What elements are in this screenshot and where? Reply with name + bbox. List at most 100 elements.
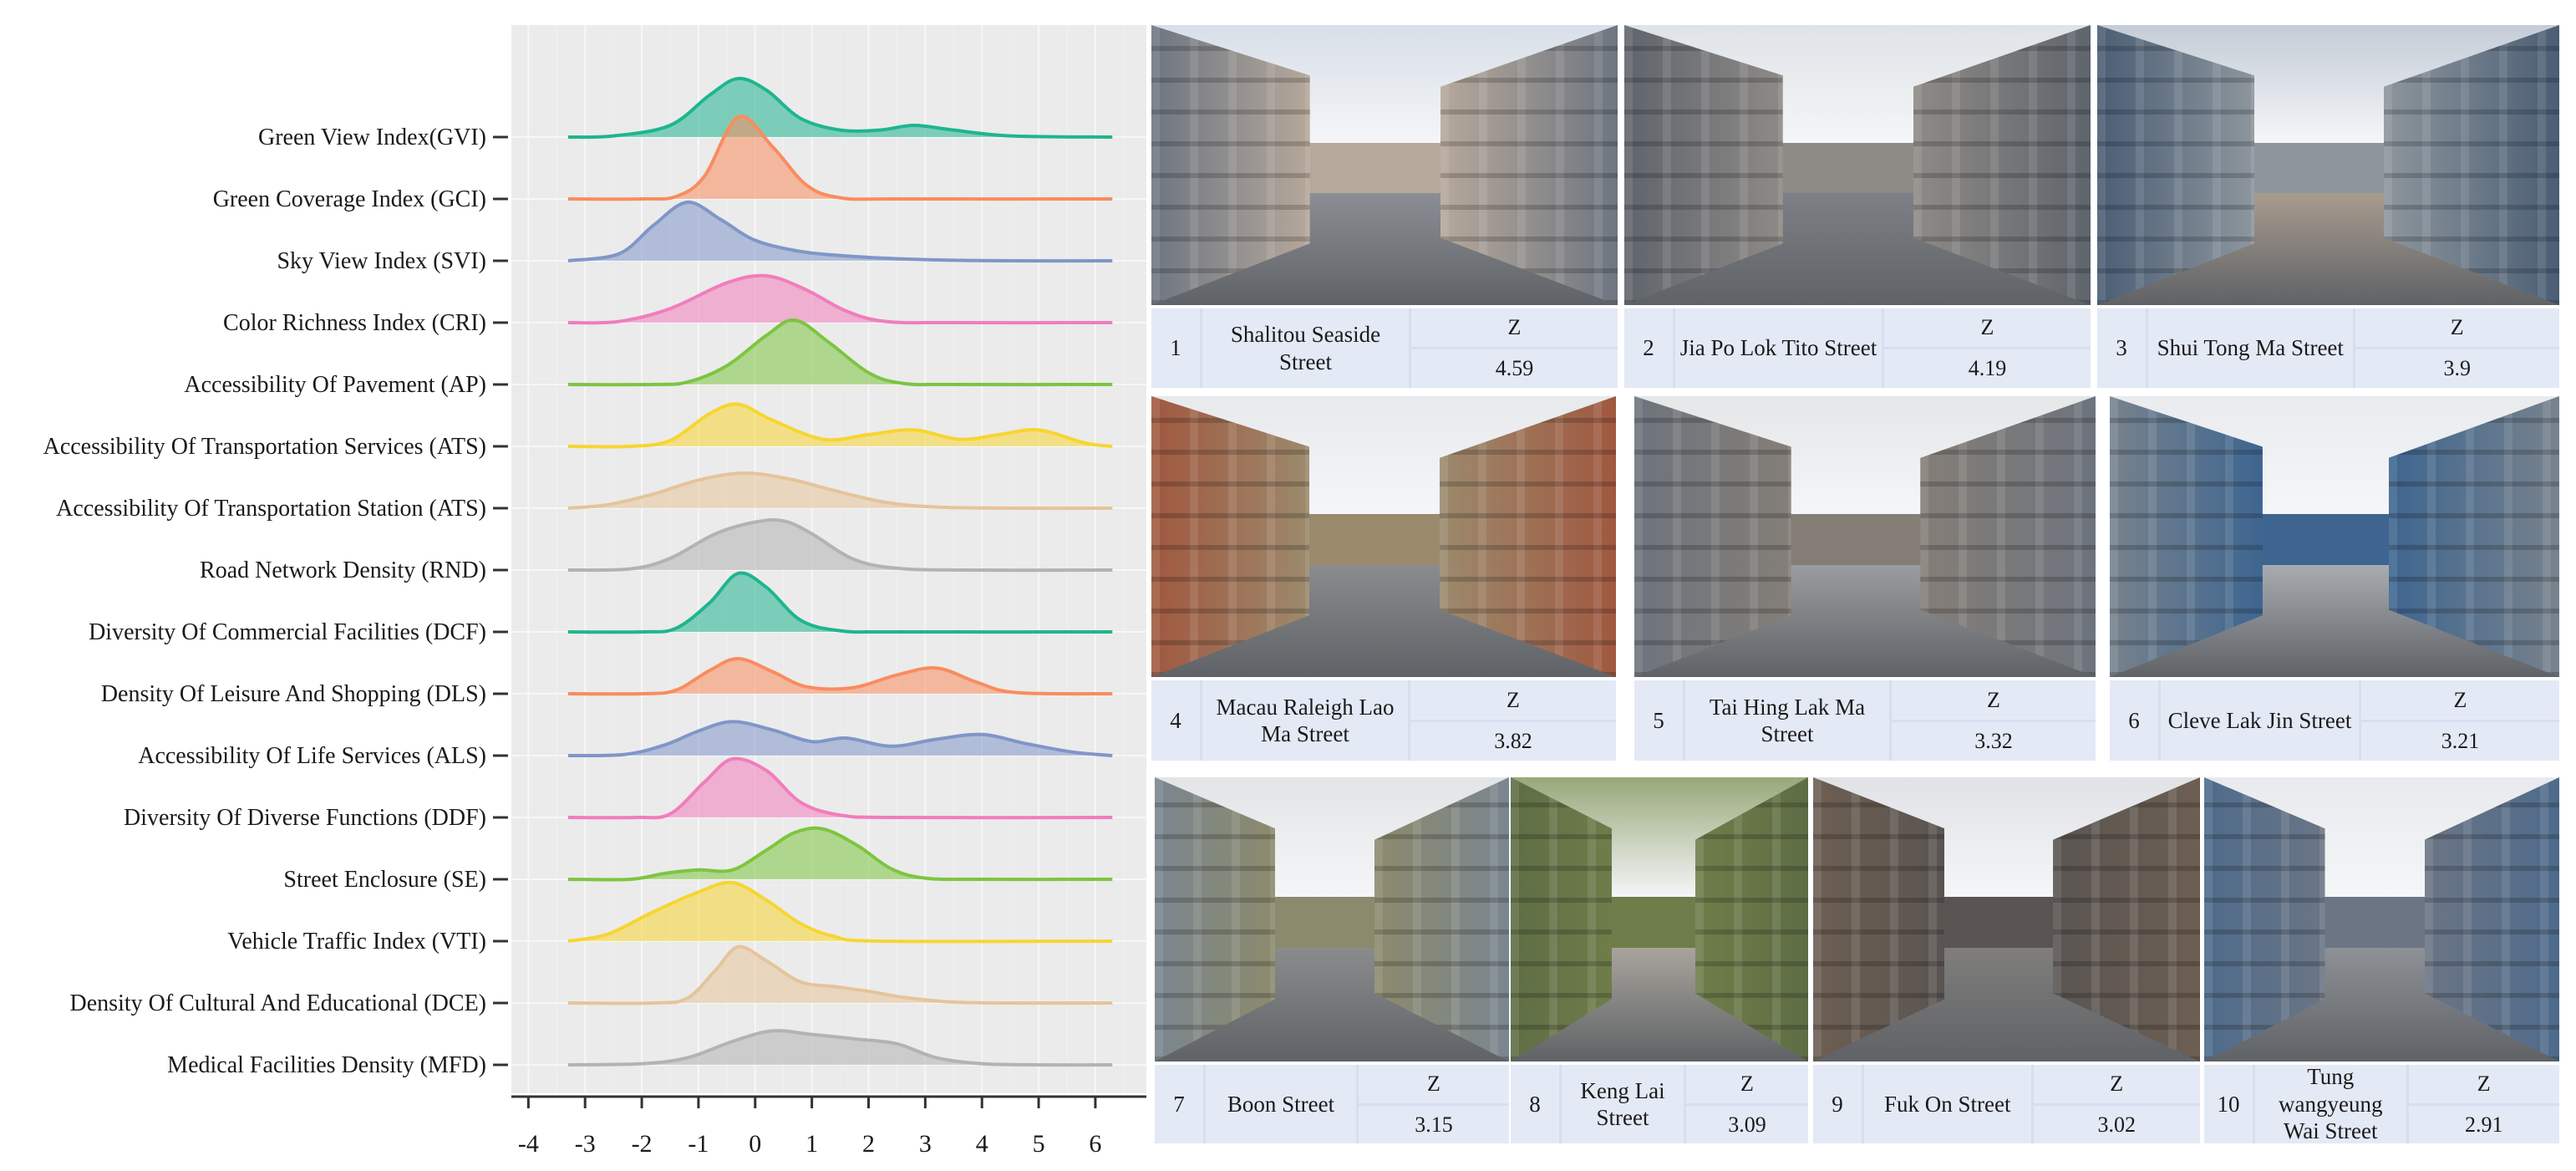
x-axis: -4 -3 -2 -1 0 1 2 3 4 5 6 [511, 1095, 1146, 1158]
ridge-series-16 [567, 1029, 1113, 1067]
ridge-line [567, 944, 1113, 1006]
z-value: 4.19 [1884, 349, 2091, 388]
ridge-area [567, 472, 1113, 509]
y-axis-label: Road Network Density (RND) [200, 557, 486, 583]
ridge-line [567, 756, 1113, 820]
z-label: Z [1410, 680, 1616, 720]
ridge-series-7 [567, 471, 1113, 511]
ridge-line [567, 471, 1113, 511]
z-label: Z [1359, 1065, 1509, 1103]
street-caption: 5 Tai Hing Lak Ma Street Z 3.32 [1634, 680, 2096, 761]
street-photo [2097, 25, 2559, 305]
ridge-line [567, 1029, 1113, 1067]
street-rank: 7 [1155, 1065, 1203, 1143]
street-name: Keng Lai Street [1562, 1065, 1684, 1143]
z-label: Z [1892, 680, 2096, 720]
street-rank: 8 [1511, 1065, 1559, 1143]
street-name: Cleve Lak Jin Street [2161, 680, 2359, 761]
street-name: Tung wangyeung Wai Street [2255, 1064, 2406, 1143]
street-rank: 4 [1151, 680, 1200, 761]
ridge-line [567, 115, 1113, 201]
x-tick-label: 2 [862, 1130, 875, 1158]
ridge-line [567, 200, 1113, 263]
street-rank: 6 [2110, 680, 2158, 761]
x-tick-label: -2 [632, 1130, 653, 1158]
y-axis-label: Accessibility Of Pavement (AP) [184, 372, 486, 398]
street-photo [1151, 25, 1618, 305]
street-caption: 2 Jia Po Lok Tito Street Z 4.19 [1624, 308, 2091, 388]
street-photo [2204, 777, 2559, 1062]
y-axis-label: Medical Facilities Density (MFD) [167, 1052, 486, 1078]
z-value: 3.32 [1892, 721, 2096, 761]
street-photo [1624, 25, 2091, 305]
street-rank: 9 [1813, 1065, 1862, 1143]
street-caption: 7 Boon Street Z 3.15 [1155, 1065, 1509, 1143]
street-name: Tai Hing Lak Ma Street [1685, 680, 1889, 761]
ridge-series-9 [567, 571, 1113, 634]
street-card-2: 2 Jia Po Lok Tito Street Z 4.19 [1624, 25, 2091, 388]
street-card-8: 8 Keng Lai Street Z 3.09 [1511, 777, 1808, 1143]
y-axis-label: Accessibility Of Transportation Station … [56, 496, 486, 522]
z-value: 3.9 [2355, 349, 2559, 388]
ridge-line [567, 273, 1113, 325]
y-axis-label: Green Coverage Index (GCI) [213, 186, 486, 212]
street-card-3: 3 Shui Tong Ma Street Z 3.9 [2097, 25, 2559, 388]
z-value: 3.02 [2033, 1105, 2200, 1143]
ridge-area [567, 519, 1113, 571]
ridge-line [567, 517, 1113, 573]
x-tick-label: 6 [1089, 1130, 1101, 1158]
street-card-7: 7 Boon Street Z 3.15 [1155, 777, 1509, 1143]
ridge-series-13 [567, 826, 1113, 882]
street-photo [1813, 777, 2200, 1062]
ridge-series-11 [567, 720, 1113, 758]
ridge-line [567, 826, 1113, 882]
z-label: Z [1686, 1065, 1808, 1103]
ridge-series-2 [567, 115, 1113, 201]
street-card-4: 4 Macau Raleigh Lao Ma Street Z 3.82 [1151, 396, 1616, 761]
z-label: Z [1884, 308, 2091, 347]
street-name: Boon Street [1206, 1065, 1356, 1143]
ridge-series-1 [567, 76, 1113, 140]
street-card-5: 5 Tai Hing Lak Ma Street Z 3.32 [1634, 396, 2096, 761]
street-caption: 8 Keng Lai Street Z 3.09 [1511, 1065, 1808, 1143]
ridge-area [567, 946, 1113, 1004]
street-rank: 3 [2097, 308, 2146, 388]
x-tick-label: -3 [575, 1130, 596, 1158]
ridge-line [567, 656, 1113, 696]
ridge-area [567, 78, 1113, 138]
ridge-area [567, 275, 1113, 323]
ridge-area [567, 827, 1113, 880]
z-label: Z [2033, 1065, 2200, 1103]
x-tick-label: 1 [805, 1130, 818, 1158]
street-name: Shui Tong Ma Street [2148, 308, 2353, 388]
ridge-area [567, 882, 1113, 942]
z-label: Z [2408, 1065, 2559, 1103]
y-axis-label: Accessibility Of Life Services (ALS) [138, 743, 486, 769]
z-label: Z [2355, 308, 2559, 347]
ridge-series-5 [567, 318, 1113, 387]
street-photo [1155, 777, 1509, 1062]
street-photo [1634, 396, 2096, 677]
ridge-line [567, 76, 1113, 140]
ridge-area [567, 758, 1113, 818]
z-value: 3.82 [1410, 721, 1616, 761]
ridge-line [567, 880, 1113, 944]
street-caption: 10 Tung wangyeung Wai Street Z 2.91 [2204, 1064, 2559, 1143]
z-value: 3.21 [2361, 721, 2559, 761]
y-axis-label: Density Of Leisure And Shopping (DLS) [101, 681, 486, 707]
ridge-series-10 [567, 656, 1113, 696]
y-axis-label: Density Of Cultural And Educational (DCE… [70, 990, 486, 1016]
ridge-series-3 [567, 200, 1113, 263]
x-tick-label: -4 [518, 1130, 539, 1158]
x-tick-label: 3 [919, 1130, 932, 1158]
y-axis-label: Green View Index(GVI) [258, 125, 486, 150]
y-axis-label: Street Enclosure (SE) [283, 867, 486, 893]
y-axis-label: Accessibility Of Transportation Services… [43, 434, 486, 460]
ridge-series-15 [567, 944, 1113, 1006]
street-name: Shalitou Seaside Street [1202, 308, 1409, 388]
y-axis-label: Diversity Of Diverse Functions (DDF) [124, 805, 486, 831]
street-name: Jia Po Lok Tito Street [1675, 308, 1882, 388]
street-card-1: 1 Shalitou Seaside Street Z 4.59 [1151, 25, 1618, 388]
ridge-line [567, 402, 1113, 449]
